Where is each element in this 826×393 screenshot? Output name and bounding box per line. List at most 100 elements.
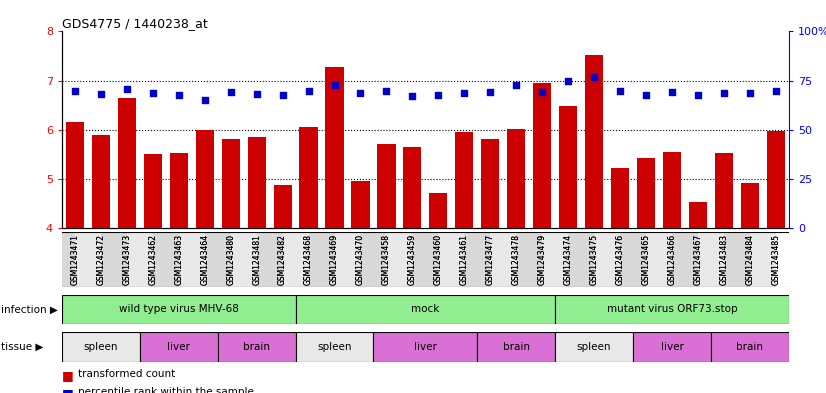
Bar xyxy=(633,332,711,362)
Bar xyxy=(282,232,309,287)
Text: GSM1243481: GSM1243481 xyxy=(252,234,261,285)
Bar xyxy=(373,332,477,362)
Bar xyxy=(559,106,577,228)
Point xyxy=(406,93,419,99)
Text: GSM1243469: GSM1243469 xyxy=(330,234,339,285)
Bar xyxy=(430,193,448,228)
Bar xyxy=(611,168,629,228)
Text: GSM1243463: GSM1243463 xyxy=(174,234,183,285)
Text: GSM1243467: GSM1243467 xyxy=(694,234,702,285)
Text: GSM1243475: GSM1243475 xyxy=(590,234,599,285)
Bar xyxy=(491,232,516,287)
Bar xyxy=(296,332,373,362)
Text: GSM1243460: GSM1243460 xyxy=(434,234,443,285)
Point xyxy=(276,92,289,98)
Text: transformed count: transformed count xyxy=(78,369,176,379)
Point xyxy=(666,89,679,95)
Bar xyxy=(66,122,84,228)
Point xyxy=(224,89,237,95)
Text: GSM1243485: GSM1243485 xyxy=(771,234,781,285)
Bar xyxy=(140,332,218,362)
Text: GSM1243464: GSM1243464 xyxy=(200,234,209,285)
Text: GSM1243470: GSM1243470 xyxy=(356,234,365,285)
Bar xyxy=(62,295,296,324)
Text: spleen: spleen xyxy=(83,342,118,352)
Point xyxy=(587,73,601,80)
Text: GSM1243465: GSM1243465 xyxy=(642,234,651,285)
Point xyxy=(380,88,393,94)
Bar xyxy=(92,134,110,228)
Bar xyxy=(714,153,733,228)
Point xyxy=(484,89,497,95)
Text: GSM1243469: GSM1243469 xyxy=(330,234,339,285)
Text: GSM1243483: GSM1243483 xyxy=(719,234,729,285)
Bar xyxy=(309,232,335,287)
Point xyxy=(94,91,107,97)
Bar xyxy=(663,152,681,228)
Bar xyxy=(620,232,646,287)
Bar xyxy=(153,232,178,287)
Text: GSM1243474: GSM1243474 xyxy=(563,234,572,285)
Text: mutant virus ORF73.stop: mutant virus ORF73.stop xyxy=(607,305,738,314)
Text: GSM1243479: GSM1243479 xyxy=(538,234,547,285)
Bar xyxy=(230,232,257,287)
Text: brain: brain xyxy=(243,342,270,352)
Bar xyxy=(403,147,421,228)
Text: GSM1243465: GSM1243465 xyxy=(642,234,651,285)
Bar xyxy=(516,232,542,287)
Text: GSM1243464: GSM1243464 xyxy=(200,234,209,285)
Bar xyxy=(637,158,655,228)
Bar xyxy=(101,232,127,287)
Bar xyxy=(127,232,153,287)
Text: infection ▶: infection ▶ xyxy=(1,305,58,314)
Bar xyxy=(533,83,551,228)
Point xyxy=(121,86,134,92)
Bar xyxy=(482,139,500,228)
Text: GSM1243471: GSM1243471 xyxy=(70,234,79,285)
Text: GSM1243485: GSM1243485 xyxy=(771,234,781,285)
Bar xyxy=(455,132,473,228)
Bar xyxy=(218,332,296,362)
Bar xyxy=(118,98,136,228)
Text: tissue ▶: tissue ▶ xyxy=(1,342,43,352)
Bar xyxy=(169,153,188,228)
Text: GSM1243478: GSM1243478 xyxy=(512,234,520,285)
Bar xyxy=(144,154,162,228)
Bar xyxy=(300,127,318,228)
Bar xyxy=(542,232,568,287)
Bar xyxy=(439,232,464,287)
Text: GSM1243463: GSM1243463 xyxy=(174,234,183,285)
Text: GSM1243479: GSM1243479 xyxy=(538,234,547,285)
Text: GSM1243462: GSM1243462 xyxy=(149,234,157,285)
Text: GSM1243461: GSM1243461 xyxy=(460,234,469,285)
Point xyxy=(69,88,82,95)
Text: GSM1243476: GSM1243476 xyxy=(615,234,624,285)
Text: GSM1243478: GSM1243478 xyxy=(512,234,520,285)
Text: GSM1243466: GSM1243466 xyxy=(667,234,676,285)
Text: GSM1243481: GSM1243481 xyxy=(252,234,261,285)
Bar xyxy=(49,232,75,287)
Text: GSM1243467: GSM1243467 xyxy=(694,234,702,285)
Text: brain: brain xyxy=(737,342,763,352)
Text: GSM1243471: GSM1243471 xyxy=(70,234,79,285)
Bar xyxy=(205,232,230,287)
Text: GSM1243473: GSM1243473 xyxy=(122,234,131,285)
Bar xyxy=(221,139,240,228)
Text: brain: brain xyxy=(503,342,529,352)
Bar xyxy=(568,232,594,287)
Point xyxy=(562,77,575,84)
Text: mock: mock xyxy=(411,305,439,314)
Point xyxy=(432,92,445,98)
Point xyxy=(743,90,757,97)
Text: liver: liver xyxy=(414,342,437,352)
Text: liver: liver xyxy=(168,342,190,352)
Text: GSM1243468: GSM1243468 xyxy=(304,234,313,285)
Text: GSM1243458: GSM1243458 xyxy=(382,234,391,285)
Text: GDS4775 / 1440238_at: GDS4775 / 1440238_at xyxy=(62,17,207,30)
Bar xyxy=(464,232,491,287)
Text: GSM1243466: GSM1243466 xyxy=(667,234,676,285)
Point xyxy=(172,92,185,98)
Point xyxy=(354,90,367,97)
Text: GSM1243458: GSM1243458 xyxy=(382,234,391,285)
Point xyxy=(328,83,341,89)
